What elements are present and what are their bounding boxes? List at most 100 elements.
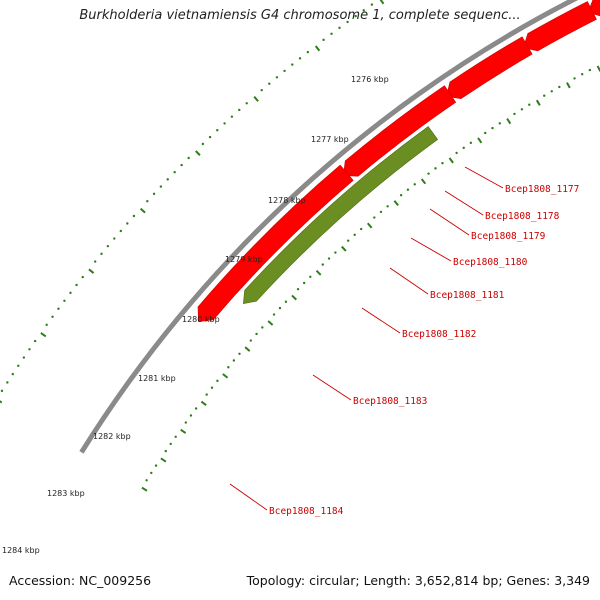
inner-dot — [205, 393, 208, 396]
inner-tick — [366, 222, 373, 229]
inner-dot — [169, 442, 172, 446]
inner-dot — [174, 435, 177, 438]
inner-dot — [573, 77, 576, 80]
outer-dot — [57, 307, 60, 310]
inner-dot — [238, 352, 241, 356]
inner-dot — [278, 306, 282, 310]
inner-dot — [413, 183, 416, 186]
outer-dot — [346, 20, 349, 24]
outer-dot — [275, 76, 279, 79]
inner-tick — [244, 346, 251, 352]
callout-line — [410, 237, 452, 262]
outer-dot — [201, 142, 205, 146]
inner-dot — [498, 122, 501, 125]
outer-dot — [298, 57, 302, 60]
inner-dot — [164, 449, 167, 453]
inner-dot — [353, 233, 356, 237]
outer-dot — [245, 102, 248, 105]
outer-dot — [146, 199, 149, 203]
inner-tick — [291, 294, 297, 301]
genome-backbone — [79, 0, 579, 454]
outer-dot — [322, 38, 325, 42]
outer-dot — [51, 315, 54, 318]
inner-dot — [550, 90, 553, 93]
ruler-label: 1278 kbp — [268, 196, 306, 205]
ruler-label: 1281 kbp — [138, 374, 176, 383]
outer-tick — [195, 150, 201, 156]
outer-dot — [338, 26, 341, 30]
outer-dot — [28, 348, 31, 351]
inner-tick — [315, 269, 322, 276]
inner-dot — [334, 251, 337, 254]
outer-dot — [93, 260, 97, 263]
outer-dot — [100, 252, 103, 256]
outer-tick — [40, 332, 47, 338]
inner-dot — [406, 188, 410, 191]
callout-line — [389, 267, 429, 295]
inner-dot — [373, 216, 376, 219]
gene-segment — [197, 164, 354, 322]
outer-dot — [180, 163, 183, 167]
outer-tick — [139, 207, 146, 214]
inner-dot — [150, 471, 153, 475]
inner-dot — [261, 326, 264, 329]
outer-dot — [106, 244, 110, 248]
outer-dot — [119, 229, 122, 233]
ruler-label: 1277 kbp — [311, 135, 349, 144]
inner-dot — [520, 108, 524, 111]
ruler-label: 1279 kbp — [225, 255, 263, 264]
inner-dot — [284, 300, 288, 303]
outer-tick-dots — [0, 0, 385, 404]
inner-tick-dots — [141, 65, 600, 492]
outer-dot — [6, 381, 9, 384]
ruler-label: 1284 kbp — [2, 546, 40, 555]
outer-dot — [173, 170, 176, 174]
inner-dot — [580, 73, 584, 76]
inner-tick — [267, 320, 274, 326]
topology-summary: Topology: circular; Length: 3,652,814 bp… — [246, 573, 590, 588]
outer-dot — [22, 356, 26, 359]
inner-dot — [194, 407, 198, 410]
inner-tick — [535, 99, 541, 106]
outer-tick — [379, 0, 385, 5]
backbone-arc — [79, 0, 579, 454]
outer-dot — [159, 185, 163, 188]
outer-dot — [126, 222, 129, 225]
callout-line — [444, 190, 484, 216]
inner-dot — [513, 112, 516, 116]
inner-dot — [302, 281, 306, 285]
inner-dot — [588, 68, 592, 72]
gene-label: Bcep1808_1181 — [430, 290, 505, 301]
outer-dot — [306, 50, 310, 54]
outer-dot — [0, 389, 4, 393]
inner-dot — [455, 151, 458, 155]
inner-dot — [189, 414, 193, 417]
inner-dot — [469, 141, 473, 145]
inner-dot — [321, 263, 324, 266]
gene-track — [197, 0, 600, 322]
outer-dot — [152, 192, 156, 196]
callout-line — [464, 166, 504, 189]
inner-dot — [346, 239, 350, 242]
outer-dot — [81, 275, 84, 279]
gene-segment — [446, 36, 533, 99]
gene-segment — [522, 1, 597, 52]
inner-dot — [386, 205, 389, 208]
callout-line — [312, 374, 352, 401]
outer-dot — [132, 214, 136, 218]
outer-dot — [208, 135, 212, 139]
inner-dot — [272, 313, 276, 316]
inner-dot — [434, 167, 437, 170]
inner-dot — [184, 421, 188, 424]
inner-dot — [359, 227, 363, 231]
outer-dot — [268, 82, 271, 85]
outer-dot — [354, 14, 357, 18]
outer-dot — [291, 63, 294, 66]
inner-dot — [296, 287, 300, 291]
inner-tick — [222, 373, 229, 379]
outer-dot — [370, 3, 374, 6]
outer-dot — [113, 237, 116, 240]
inner-tick — [448, 157, 454, 164]
gene-label: Bcep1808_1178 — [485, 211, 560, 222]
